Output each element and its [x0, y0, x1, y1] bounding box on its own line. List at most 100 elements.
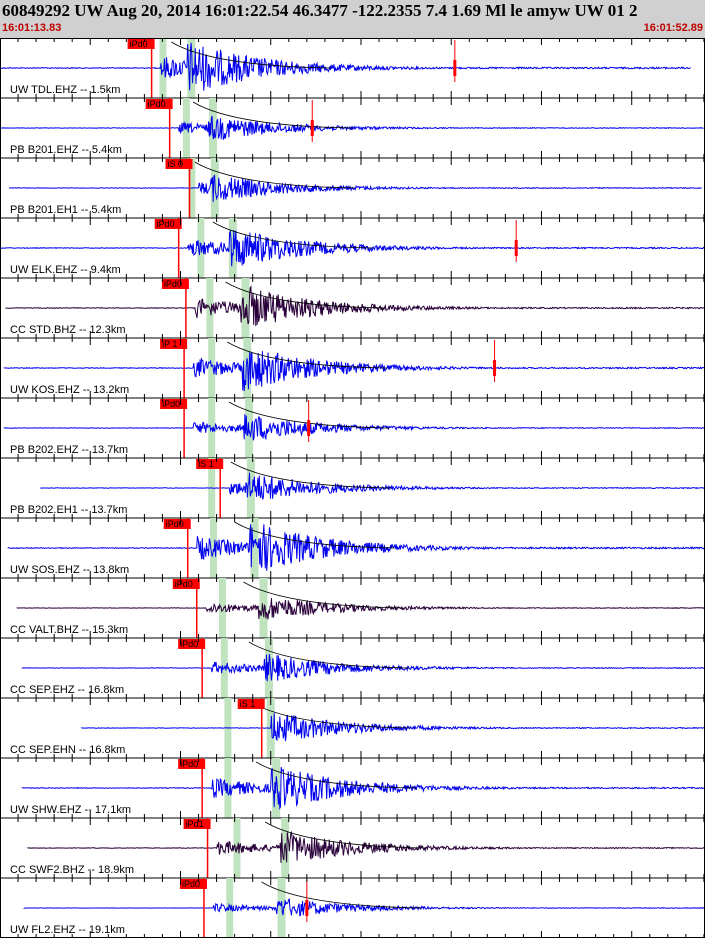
trace-panel: iPd0 CC SEP.EHZ -- 16.8km	[0, 638, 705, 699]
trace-panel: iS 1 PB B202.EH1 -- 13.7km	[0, 458, 705, 519]
pick-flag	[127, 39, 155, 49]
pick-label: iS 1	[198, 459, 214, 469]
pick-label: iP 1	[162, 339, 177, 349]
waveform	[16, 598, 705, 620]
pick-label: iPd0	[166, 519, 184, 529]
pick-flag	[160, 339, 188, 349]
coda-curve	[261, 881, 422, 909]
coda-curve	[212, 221, 373, 249]
trace-label: CC SEP.EHZ -- 16.8km	[10, 684, 124, 696]
pick-flag	[179, 879, 207, 889]
pick-label: iPd0	[175, 579, 193, 589]
trace-panel: iPd0 UW TDL.EHZ -- 1.5km	[0, 38, 705, 99]
pick-flag	[237, 699, 265, 709]
pick-label: iS 0	[168, 159, 184, 169]
event-title: 60849292 UW Aug 20, 2014 16:01:22.54 46.…	[2, 1, 638, 20]
waveform	[0, 229, 705, 267]
trace-panel: iPd0 CC STD.BHZ -- 12.3km	[0, 278, 705, 339]
trace-label: UW KOS.EHZ -- 13.2km	[10, 384, 129, 396]
p-window	[209, 518, 217, 578]
waveform	[23, 898, 705, 917]
pick-flag	[145, 99, 173, 109]
trace-panel: iP 1 UW KOS.EHZ -- 13.2km	[0, 338, 705, 399]
start-time-label: 16:01:13.83	[2, 22, 62, 34]
trace-label: UW SHW.EHZ -- 17.1km	[10, 804, 131, 816]
pick-label: iPd0	[164, 279, 182, 289]
waveform	[9, 174, 702, 202]
pick-flag	[172, 579, 200, 589]
s-window	[243, 338, 252, 398]
p-window	[159, 38, 167, 98]
pick-flag	[165, 159, 193, 169]
pick-label: iPd0	[180, 639, 198, 649]
pick-flag	[183, 819, 211, 829]
trace-panel: iPd0 UW FL2.EHZ -- 19.1km	[0, 878, 705, 938]
coda-curve	[243, 581, 404, 609]
pick-label: iPd1	[186, 819, 204, 829]
trace-label: PB B202.EH1 -- 13.7km	[10, 504, 127, 516]
s-window	[281, 818, 290, 878]
waveform	[21, 654, 705, 682]
pick-label: iPd0	[148, 99, 166, 109]
waveform	[5, 285, 705, 327]
coda-curve	[171, 41, 332, 69]
coda-curve	[234, 521, 395, 549]
trace-panel: iS 1 CC SEP.EHN -- 16.8km	[0, 698, 705, 759]
coda-curve	[227, 341, 388, 369]
pick-label: iPd0	[130, 39, 148, 49]
p-window	[219, 578, 227, 638]
trace-label: PB B201.EHZ -- 5.4km	[10, 144, 122, 156]
header-bar: 60849292 UW Aug 20, 2014 16:01:22.54 46.…	[0, 0, 705, 39]
waveform	[81, 713, 705, 742]
trace-label: CC SWF2.BHZ -- 18.9km	[10, 864, 134, 876]
trace-label: PB B201.EH1 -- 5.4km	[10, 204, 121, 216]
trace-panel: iS 0 PB B201.EH1 -- 5.4km	[0, 158, 705, 219]
pick-flag	[163, 519, 191, 529]
coda-curve	[194, 161, 355, 189]
pick-flag	[160, 399, 188, 409]
pick-label: iPd0	[157, 219, 175, 229]
end-time-label: 16:01:52.89	[643, 22, 703, 34]
waveform	[7, 524, 705, 571]
pick-label: iPd0	[162, 399, 180, 409]
pick-label: iS 1	[240, 699, 256, 709]
coda-curve	[230, 461, 391, 489]
pick-flag	[161, 279, 189, 289]
trace-panel: iPd0 UW ELK.EHZ -- 9.4km	[0, 218, 705, 279]
trace-label: CC SEP.EHN -- 16.8km	[10, 744, 125, 756]
trace-panel: iPd0 UW SHW.EHZ -- 17.1km	[0, 758, 705, 819]
coda-curve	[264, 821, 426, 849]
coda-curve	[228, 401, 390, 429]
trace-label: UW SOS.EHZ -- 13.8km	[10, 564, 129, 576]
trace-label: UW FL2.EHZ -- 19.1km	[10, 924, 125, 936]
trace-panel: iPd0 CC VALT.BHZ -- 15.3km	[0, 578, 705, 639]
pick-flag	[178, 759, 206, 769]
trace-panel: iPd0 PB B201.EHZ -- 5.4km	[0, 98, 705, 159]
trace-label: PB B202.EHZ -- 13.7km	[10, 444, 128, 456]
s-window	[187, 38, 196, 98]
s-window	[250, 518, 259, 578]
coda-curve	[255, 761, 417, 789]
waveform	[21, 767, 705, 811]
waveform	[0, 115, 704, 141]
coda-curve	[225, 281, 386, 309]
waveform	[27, 830, 705, 863]
waveform	[3, 351, 705, 392]
trace-panel: iPd0 PB B202.EHZ -- 13.7km	[0, 398, 705, 459]
trace-panel: iPd1 CC SWF2.BHZ -- 18.9km	[0, 818, 705, 879]
waveform	[3, 414, 705, 441]
trace-label: UW TDL.EHZ -- 1.5km	[10, 84, 120, 96]
pick-label: iPd0	[180, 759, 198, 769]
waveform	[0, 42, 692, 91]
trace-label: UW ELK.EHZ -- 9.4km	[10, 264, 121, 276]
coda-curve	[192, 101, 353, 129]
pick-label: iPd0	[182, 879, 200, 889]
s-window	[246, 458, 255, 518]
p-window	[208, 338, 216, 398]
pick-flag	[154, 219, 182, 229]
seismogram-plot: iPd0 UW TDL.EHZ -- 1.5km iPd0 PB B201.EHZ -…	[0, 38, 705, 938]
trace-label: CC STD.BHZ -- 12.3km	[10, 324, 126, 336]
s-window	[259, 578, 268, 638]
pick-flag	[178, 639, 206, 649]
coda-curve	[248, 641, 409, 669]
